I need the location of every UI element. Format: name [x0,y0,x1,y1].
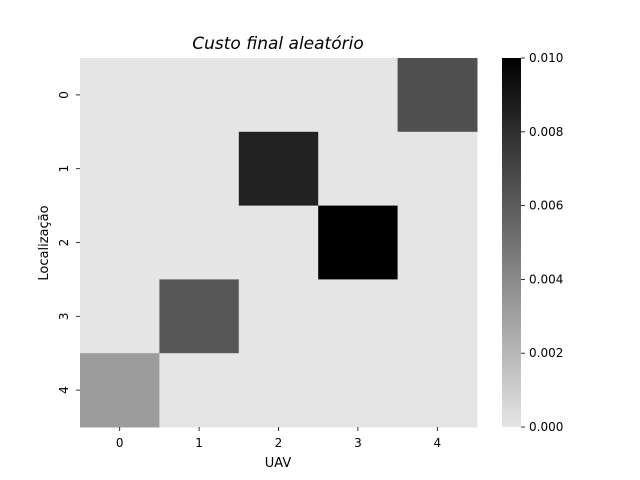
y-tick-label: 2 [57,239,71,247]
heatmap-cell-0-4 [397,58,478,133]
colorbar-tick-label: 0.006 [529,199,563,213]
heatmap-cell-0-2 [238,58,319,133]
x-axis-label: UAV [265,456,292,471]
heatmap-cell-0-3 [318,58,399,133]
colorbar-tick-label: 0.004 [529,272,563,286]
heatmap-cell-3-1 [159,279,240,354]
heatmap-cell-1-2 [238,131,319,207]
colorbar-tick-label: 0.000 [529,420,563,434]
heatmap-cell-0-0 [80,58,160,133]
heatmap-cell-2-4 [397,205,478,280]
heatmap-cell-3-4 [397,279,478,354]
x-axis: 0 1 2 3 4 [116,427,441,450]
heatmap-cell-4-1 [159,353,240,428]
heatmap-cell-4-2 [238,353,319,428]
colorbar-tick-label: 0.002 [529,346,563,360]
x-tick-label: 0 [116,436,124,450]
y-tick-label: 0 [57,91,71,99]
heatmap-cell-4-4 [397,353,478,428]
heatmap-cell-2-2 [238,205,319,280]
heatmap-cell-2-1 [159,205,240,280]
colorbar: 0.000 0.002 0.004 0.006 0.008 0.010 [502,51,563,434]
colorbar-tick-label: 0.008 [529,125,563,139]
heatmap-cells [80,58,478,428]
y-axis-label: Localização [37,205,52,280]
y-tick-label: 1 [57,165,71,173]
heatmap-cell-4-0 [80,353,160,428]
x-tick-label: 2 [275,436,283,450]
heatmap-cell-2-3 [318,205,399,280]
y-tick-label: 4 [57,386,71,394]
heatmap-cell-2-0 [80,205,160,280]
x-tick-label: 3 [354,436,362,450]
heatmap-cell-3-3 [318,279,399,354]
heatmap-cell-1-3 [318,131,399,207]
x-tick-label: 1 [195,436,203,450]
heatmap-cell-3-0 [80,279,160,354]
y-axis: 0 1 2 3 4 [57,91,80,394]
x-tick-label: 4 [433,436,441,450]
heatmap-cell-1-0 [80,131,160,207]
heatmap-cell-3-2 [238,279,319,354]
heatmap-cell-4-3 [318,353,399,428]
colorbar-gradient [502,58,521,427]
chart-title: Custo final aleatório [192,34,363,54]
colorbar-tick-label: 0.010 [529,51,563,65]
heatmap-cell-1-1 [159,131,240,207]
heatmap-cell-1-4 [397,131,478,207]
y-tick-label: 3 [57,312,71,320]
heatmap-cell-0-1 [159,58,240,133]
